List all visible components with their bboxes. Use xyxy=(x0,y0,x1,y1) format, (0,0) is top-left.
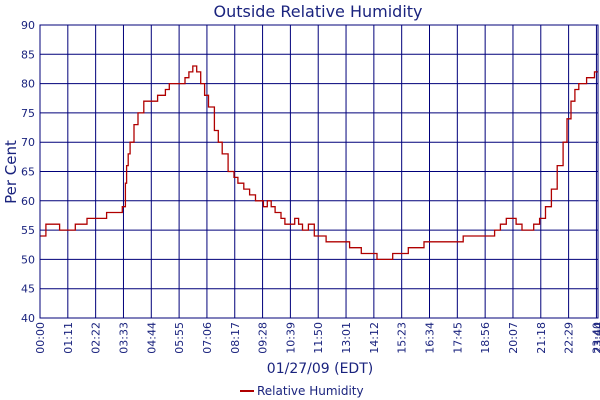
y-axis-ticks: 40 45 50 55 60 65 70 75 80 85 90 xyxy=(21,19,35,325)
x-tick-label: 21:18 xyxy=(535,322,548,354)
x-axis-label: 01/27/09 (EDT) xyxy=(267,361,373,377)
plot-frame xyxy=(39,24,599,319)
x-tick-label: 13:01 xyxy=(340,322,353,354)
y-tick-label: 75 xyxy=(21,107,35,120)
x-tick-label: 17:45 xyxy=(451,322,464,354)
x-tick-label: 08:17 xyxy=(229,322,242,354)
x-axis-ticks: 00:00 01:11 02:22 03:33 04:44 05:55 07:06 08:17… xyxy=(34,322,600,354)
x-tick-label: 07:06 xyxy=(201,322,214,354)
y-tick-label: 50 xyxy=(21,253,35,266)
y-tick-label: 70 xyxy=(21,136,35,149)
x-tick-label: 04:44 xyxy=(145,322,158,354)
x-tick-label: 15:23 xyxy=(396,322,409,354)
x-tick-label: 10:39 xyxy=(284,322,297,354)
y-tick-label: 80 xyxy=(21,78,35,91)
y-tick-label: 45 xyxy=(21,283,35,296)
x-tick-label: 03:33 xyxy=(117,322,130,354)
y-tick-label: 90 xyxy=(21,19,35,32)
x-tick-label: 23:40 xyxy=(590,322,600,354)
x-tick-label: 02:22 xyxy=(90,322,103,354)
y-tick-label: 65 xyxy=(21,166,35,179)
x-tick-label: 11:50 xyxy=(312,322,325,354)
x-tick-label: 14:12 xyxy=(368,322,381,354)
chart-grid xyxy=(39,24,599,319)
x-tick-label: 20:07 xyxy=(507,322,520,354)
x-tick-label: 01:11 xyxy=(62,322,75,354)
y-tick-label: 85 xyxy=(21,48,35,61)
y-axis-label: Per Cent xyxy=(2,140,20,204)
legend: Relative Humidity xyxy=(240,384,364,398)
x-tick-label: 00:00 xyxy=(34,322,47,354)
series-line-relative-humidity xyxy=(40,65,599,261)
legend-label: Relative Humidity xyxy=(257,384,364,398)
series-layer xyxy=(40,65,599,261)
y-tick-label: 40 xyxy=(21,312,35,325)
x-tick-label: 05:55 xyxy=(173,322,186,354)
x-tick-label: 18:56 xyxy=(479,322,492,354)
y-tick-label: 60 xyxy=(21,195,35,208)
chart-title: Outside Relative Humidity xyxy=(213,2,422,21)
x-tick-label: 09:28 xyxy=(257,322,270,354)
x-tick-label: 22:29 xyxy=(563,322,576,354)
x-tick-label: 23:44 xyxy=(592,322,600,354)
y-tick-label: 55 xyxy=(21,224,35,237)
x-tick-label: 16:34 xyxy=(424,322,437,354)
